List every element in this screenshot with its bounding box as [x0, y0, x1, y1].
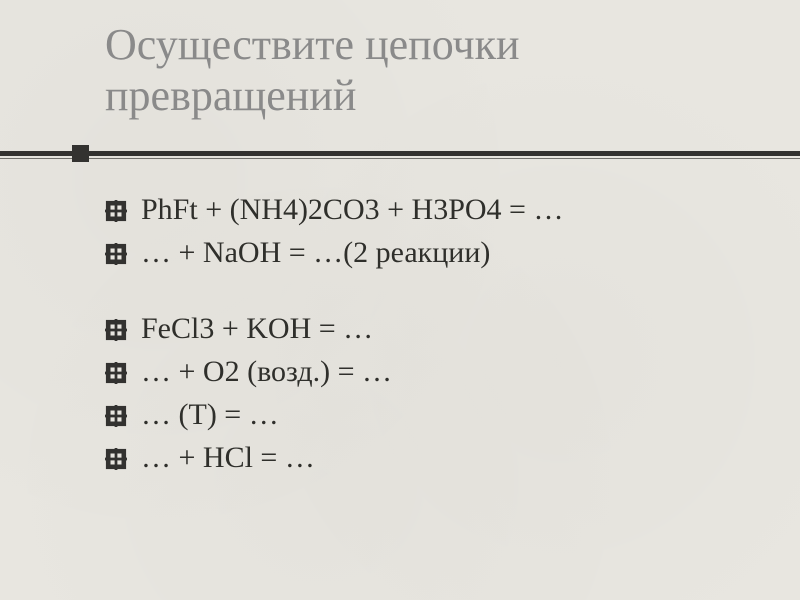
slide: Осуществите цепочки превращений PhFt + (…	[0, 0, 800, 600]
list-item-text: … (Т) = …	[141, 398, 279, 432]
list-item-text: FeCl3 + KOH = …	[141, 312, 373, 346]
list-item: … (Т) = …	[105, 395, 760, 435]
title-line-1: Осуществите цепочки	[105, 20, 760, 71]
title-divider	[0, 151, 800, 161]
list-item: PhFt + (NH4)2CO3 + H3PO4 = …	[105, 190, 760, 230]
divider-thick-line	[0, 151, 800, 156]
list-item-text: … + HCl = …	[141, 441, 315, 475]
bullet-icon	[105, 405, 127, 427]
list-item: … + O2 (возд.) = …	[105, 352, 760, 392]
list-item-text: PhFt + (NH4)2CO3 + H3PO4 = …	[141, 193, 563, 227]
list-item: … + HCl = …	[105, 438, 760, 478]
content-area: PhFt + (NH4)2CO3 + H3PO4 = … … + NaOH = …	[105, 190, 760, 481]
title-line-2: превращений	[105, 71, 760, 122]
bullet-icon	[105, 319, 127, 341]
list-item-text: … + O2 (возд.) = …	[141, 355, 392, 389]
slide-title: Осуществите цепочки превращений	[105, 20, 760, 121]
bullet-icon	[105, 448, 127, 470]
list-item: FeCl3 + KOH = …	[105, 309, 760, 349]
divider-square-icon	[72, 145, 89, 162]
bullet-icon	[105, 362, 127, 384]
divider-thin-line	[0, 158, 800, 159]
bullet-icon	[105, 200, 127, 222]
list-item-text: … + NaOH = …(2 реакции)	[141, 236, 490, 270]
bullet-icon	[105, 243, 127, 265]
list-item: … + NaOH = …(2 реакции)	[105, 233, 760, 273]
